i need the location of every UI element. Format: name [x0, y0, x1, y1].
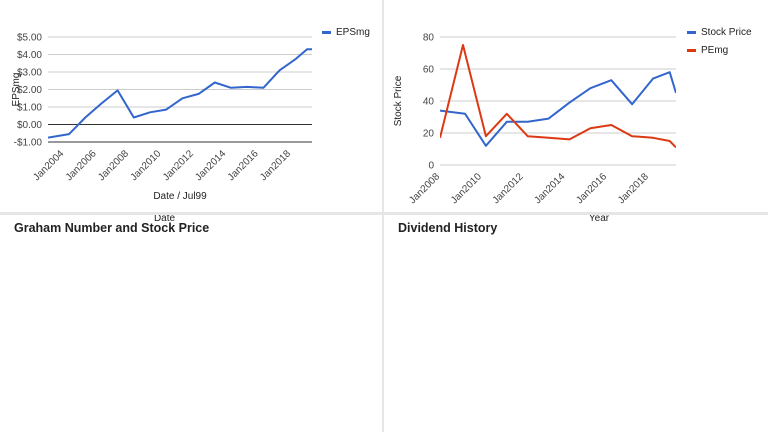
- series-line-2: [440, 44, 676, 149]
- y-tick-label: $0.00: [17, 120, 42, 131]
- eps-chart-panel: EPSmg -$1.00 $0.00 $1.00 $2.00 $3.00 $4.00 $5.0…: [0, 0, 382, 212]
- y-tick-label: $5.00: [17, 33, 42, 44]
- y-tick-label: $1.00: [17, 103, 42, 114]
- y-axis-label: Stock Price: [393, 75, 404, 126]
- series-line-1: [48, 48, 312, 139]
- legend-swatch: [687, 31, 696, 34]
- x-axis-label: Year: [589, 215, 610, 224]
- y-tick-label: $3.00: [17, 68, 42, 79]
- x-tick-label: Jan2010: [129, 148, 164, 183]
- y-tick-label: -$1.00: [14, 138, 43, 149]
- eps-chart: EPSmg -$1.00 $0.00 $1.00 $2.00 $3.00 $4.00 $5.0…: [11, 27, 370, 202]
- series-line-1: [440, 71, 676, 147]
- x-axis-label: Date: [154, 215, 176, 224]
- y-tick-label: $4.00: [17, 50, 42, 61]
- x-tick-label: Jan2018: [258, 148, 293, 183]
- x-tick-label: Jan2016: [574, 171, 609, 206]
- chart-title: Graham Number and Stock Price: [14, 221, 209, 235]
- legend-label: Stock Price: [701, 27, 752, 38]
- x-tick-label: Jan2008: [407, 171, 442, 206]
- x-tick-label: Jan2006: [64, 148, 99, 183]
- y-tick-label: $2.00: [17, 85, 42, 96]
- y-tick-label: 0: [428, 161, 434, 172]
- y-tick-label: 80: [423, 33, 435, 44]
- graham-number-chart: Graham Number and Stock Price0204060Jan2…: [14, 215, 209, 235]
- x-tick-label: Jan2012: [161, 148, 196, 183]
- price-pemg-chart: Price and PEmg020406080Jan2008Jan2010Jan…: [393, 27, 752, 206]
- legend-swatch: [687, 49, 696, 52]
- x-tick-label: Jan2008: [96, 148, 131, 183]
- dividend-history-chart-panel: Dividend History$0.00$0.50$1.00$1.50$2.0…: [384, 215, 768, 432]
- legend-swatch: [322, 31, 331, 34]
- y-tick-label: 60: [423, 65, 435, 76]
- y-tick-label: 20: [423, 129, 435, 140]
- graham-number-chart-panel: Graham Number and Stock Price0204060Jan2…: [0, 215, 382, 432]
- chart-title: Dividend History: [398, 221, 497, 235]
- x-axis-label: Date / Jul99: [153, 191, 207, 202]
- legend-label: EPSmg: [336, 27, 370, 38]
- price-pemg-chart-panel: Price and PEmg020406080Jan2008Jan2010Jan…: [384, 0, 768, 212]
- y-axis-label: EPSmg: [11, 73, 22, 107]
- x-tick-label: Jan2014: [193, 148, 228, 183]
- y-tick-label: 40: [423, 97, 435, 108]
- x-tick-label: Jan2016: [226, 148, 261, 183]
- x-tick-label: Jan2004: [31, 148, 66, 183]
- legend-label: PEmg: [701, 45, 728, 56]
- dividend-history-chart: Dividend History$0.00$0.50$1.00$1.50$2.0…: [398, 215, 610, 235]
- x-tick-label: Jan2018: [616, 171, 651, 206]
- x-tick-label: Jan2012: [491, 171, 526, 206]
- x-tick-label: Jan2010: [449, 171, 484, 206]
- x-tick-label: Jan2014: [533, 171, 568, 206]
